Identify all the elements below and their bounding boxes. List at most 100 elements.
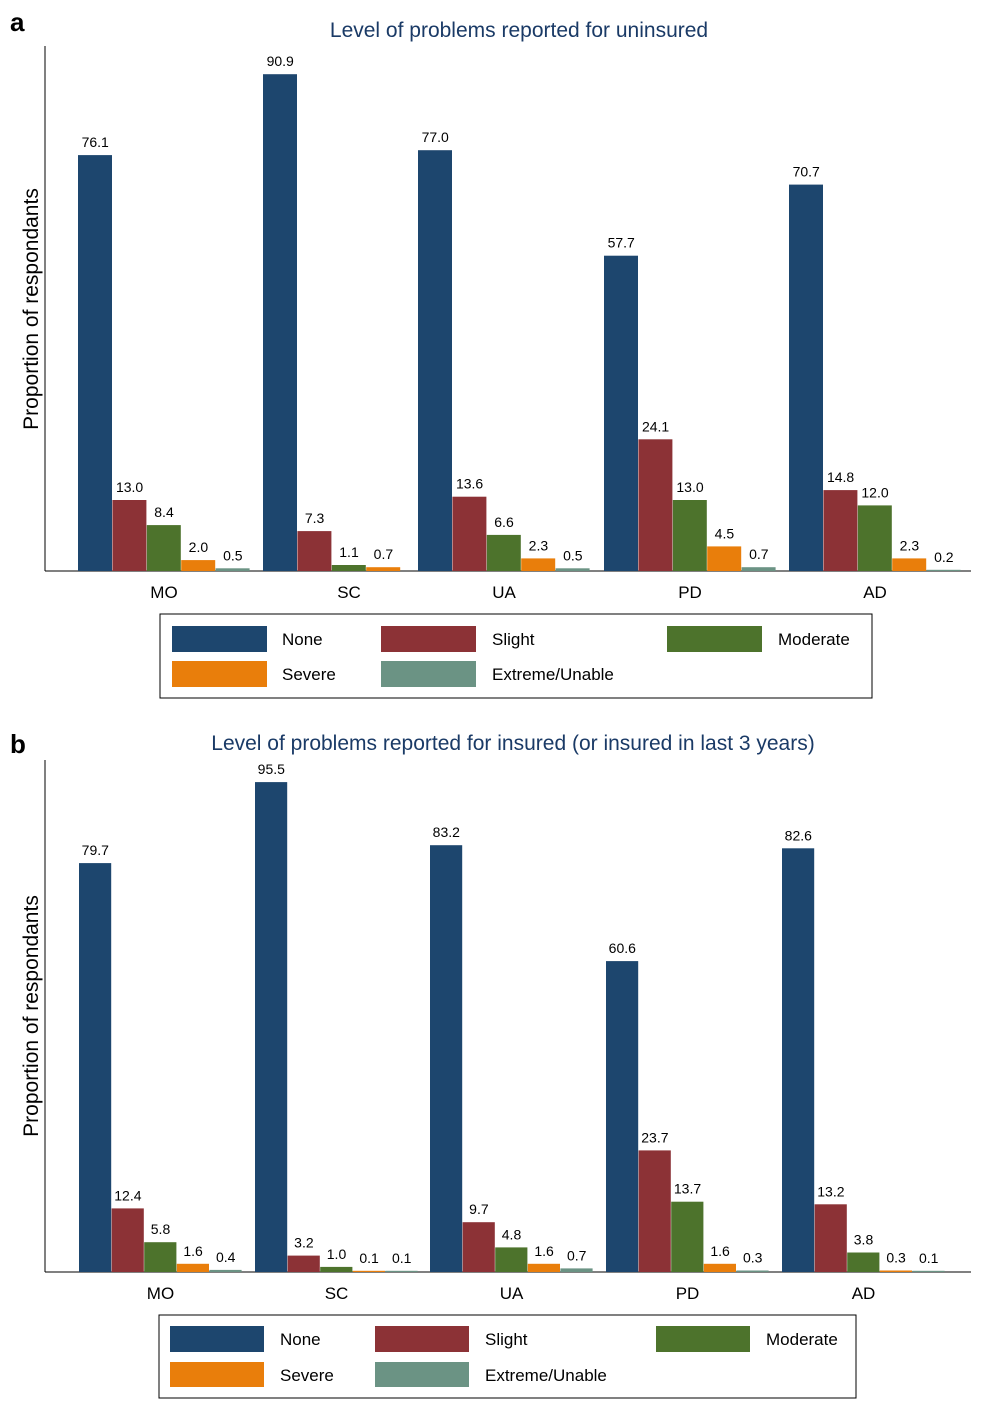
data-label: 4.5 [715,525,735,541]
data-label: 24.1 [642,418,669,434]
bar-sc-severe [366,567,401,571]
data-label: 0.7 [567,1247,587,1263]
x-tick-labels: MO SC UA PD AD [150,583,887,602]
bar-sc-slight [287,1255,320,1272]
panel-letter: b [10,729,26,759]
bar-pd-none [604,255,638,571]
legend-label: Extreme/Unable [492,665,614,684]
legend-swatch [381,626,476,652]
bar-sc-extreme-unable [385,1270,418,1272]
data-label: 8.4 [154,504,174,520]
x-tick-label: MO [150,583,177,602]
legend-swatch [375,1362,469,1387]
bar-ad-severe [892,558,927,571]
data-label: 0.1 [919,1250,939,1266]
data-label: 3.8 [854,1232,874,1248]
bar-mo-moderate [144,1242,177,1272]
data-label: 1.6 [183,1243,203,1259]
bar-pd-slight [638,439,673,571]
data-label: 0.7 [374,546,394,562]
bar-pd-severe [707,546,742,571]
bar-mo-moderate [146,525,181,571]
x-tick-label: AD [852,1284,876,1303]
bar-sc-moderate [331,565,366,571]
bar-mo-none [78,155,112,571]
legend-swatch [170,1326,264,1352]
chart-title: Level of problems reported for uninsured [330,19,708,42]
data-label: 2.3 [529,537,549,553]
bar-ua-none [418,150,452,571]
data-label: 77.0 [422,129,449,145]
data-label: 57.7 [608,235,635,251]
bar-ua-slight [462,1222,495,1272]
bar-ad-slight [823,490,858,571]
bar-ad-slight [814,1204,847,1272]
data-label: 70.7 [793,164,820,180]
y-axis-label: Proportion of respondants [20,188,43,430]
legend-item-extreme-unable: Extreme/Unable [375,1362,607,1387]
legend-swatch [172,626,267,652]
bar-sc-severe [352,1270,385,1272]
panel-letter: a [10,7,25,37]
data-label: 60.6 [609,940,636,956]
data-label: 6.6 [494,514,514,530]
data-label: 82.6 [785,827,812,843]
legend-item-moderate: Moderate [656,1326,838,1352]
legend-label: Slight [485,1330,528,1349]
legend-label: Severe [282,665,336,684]
x-tick-label: SC [337,583,361,602]
data-label: 12.4 [114,1187,141,1203]
bars [79,782,945,1272]
data-label: 1.6 [710,1243,730,1259]
bar-ad-none [789,184,823,571]
legend-label: Moderate [778,630,850,649]
data-label: 5.8 [151,1221,171,1237]
data-label: 12.0 [861,484,888,500]
legend: None Slight Moderate Severe Extreme/Unab… [159,613,873,699]
data-label: 76.1 [82,134,109,150]
bar-ad-severe [879,1270,912,1272]
data-labels: 79.7 12.4 5.8 1.6 0.4 95.5 3.2 1.0 0.1 0.1 83.2 9.7… [82,761,939,1266]
chart-title: Level of problems reported for insured (… [211,732,814,755]
bar-ua-extreme-unable [560,1268,593,1272]
y-axis-label: Proportion of respondants [20,895,43,1137]
bar-sc-none [263,74,297,571]
bar-ua-moderate [486,534,521,571]
legend-swatch [656,1326,750,1352]
data-label: 0.5 [223,547,243,563]
bar-ua-severe [527,1263,560,1272]
legend-label: Severe [280,1366,334,1385]
legend-label: None [282,630,323,649]
legend-item-none: None [170,1326,321,1352]
data-labels: 76.1 13.0 8.4 2.0 0.5 90.9 7.3 1.1 0.7 77.0 13.6 6.… [82,53,954,565]
bar-mo-severe [176,1263,209,1272]
bar-mo-severe [181,560,216,571]
legend-item-none: None [172,626,323,652]
x-tick-labels: MO SC UA PD AD [147,1284,876,1303]
data-label: 7.3 [305,510,325,526]
data-label: 13.0 [676,479,703,495]
data-label: 79.7 [82,842,109,858]
x-tick-label: AD [863,583,887,602]
chart-panel-b: b Level of problems reported for insured… [10,729,971,1399]
bar-ua-extreme-unable [555,568,590,571]
bar-pd-severe [703,1263,736,1272]
bar-ua-slight [452,496,487,571]
bar-sc-none [255,782,288,1272]
data-label: 0.4 [216,1249,236,1265]
data-label: 4.8 [502,1226,522,1242]
bar-mo-extreme-unable [209,1269,242,1272]
x-tick-label: MO [147,1284,174,1303]
data-label: 3.2 [294,1235,314,1251]
data-label: 13.2 [817,1183,844,1199]
x-tick-label: PD [676,1284,700,1303]
data-label: 2.3 [900,537,920,553]
legend: None Slight Moderate Severe Extreme/Unab… [158,1314,857,1399]
data-label: 0.3 [743,1250,763,1266]
legend-label: None [280,1330,321,1349]
chart-panel-a: a Level of problems reported for uninsur… [10,7,971,699]
x-tick-label: SC [325,1284,349,1303]
legend-item-severe: Severe [172,661,336,687]
legend-swatch [667,626,762,652]
